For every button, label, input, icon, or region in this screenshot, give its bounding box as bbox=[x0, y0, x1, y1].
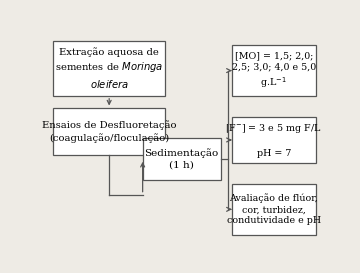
FancyBboxPatch shape bbox=[232, 45, 316, 96]
FancyBboxPatch shape bbox=[232, 184, 316, 235]
Text: Sedimentação
(1 h): Sedimentação (1 h) bbox=[145, 148, 219, 170]
FancyBboxPatch shape bbox=[53, 108, 165, 155]
Text: Extração aquosa de
sementes de $\it{Moringa}$
$\it{oleifera}$: Extração aquosa de sementes de $\it{Mori… bbox=[55, 47, 163, 90]
Text: [F$^{-}$] = 3 e 5 mg F/L

pH = 7: [F$^{-}$] = 3 e 5 mg F/L pH = 7 bbox=[225, 122, 322, 158]
Text: Ensaios de Desfluoretação
(coagulação/floculação): Ensaios de Desfluoretação (coagulação/fl… bbox=[42, 120, 176, 143]
FancyBboxPatch shape bbox=[143, 138, 221, 180]
FancyBboxPatch shape bbox=[232, 117, 316, 163]
Text: [MO] = 1,5; 2,0;
2,5; 3,0; 4,0 e 5,0
g.L$^{-1}$: [MO] = 1,5; 2,0; 2,5; 3,0; 4,0 e 5,0 g.L… bbox=[231, 52, 316, 90]
FancyBboxPatch shape bbox=[53, 41, 165, 96]
Text: Avaliação de flúor,
cor, turbidez,
condutividade e pH: Avaliação de flúor, cor, turbidez, condu… bbox=[227, 193, 321, 225]
